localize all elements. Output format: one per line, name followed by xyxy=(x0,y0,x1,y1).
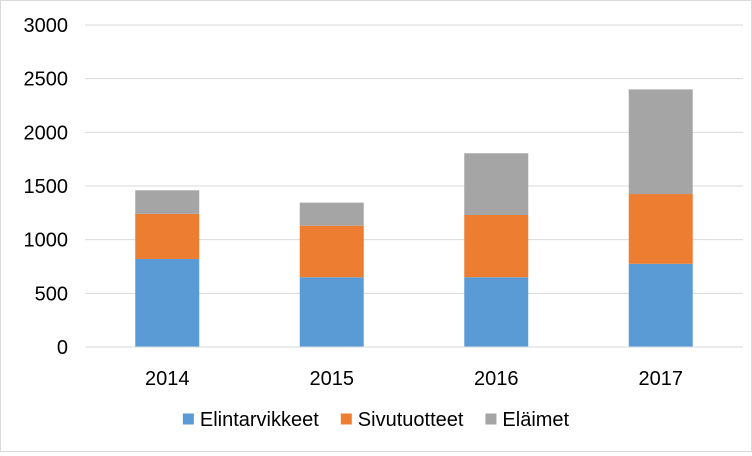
bar-sivutuotteet-2014 xyxy=(135,213,200,259)
y-tick-label: 2500 xyxy=(24,69,69,91)
bar-elintarvikkeet-2016 xyxy=(464,277,529,347)
bars xyxy=(135,89,693,347)
y-tick-label: 2000 xyxy=(24,122,69,144)
bar-sivutuotteet-2015 xyxy=(299,225,364,278)
legend-swatch-elintarvikkeet xyxy=(182,413,194,425)
y-tick-label: 500 xyxy=(35,283,68,305)
bar-eläimet-2014 xyxy=(135,190,200,214)
x-tick-label: 2015 xyxy=(310,368,355,390)
bar-sivutuotteet-2016 xyxy=(464,214,529,278)
legend-swatch-eläimet xyxy=(485,413,497,425)
bar-elintarvikkeet-2015 xyxy=(299,277,364,347)
x-tick-label: 2014 xyxy=(145,368,190,390)
bar-elintarvikkeet-2017 xyxy=(628,263,693,347)
bar-eläimet-2017 xyxy=(628,89,693,195)
legend: Elintarvikkeet Sivutuotteet Eläimet xyxy=(182,409,570,431)
bar-sivutuotteet-2017 xyxy=(628,194,693,264)
legend-label-eläimet: Eläimet xyxy=(502,409,569,431)
legend-label-elintarvikkeet: Elintarvikkeet xyxy=(200,409,319,431)
x-tick-label: 2017 xyxy=(639,368,684,390)
y-tick-label: 1000 xyxy=(24,230,69,252)
y-tick-label: 0 xyxy=(57,337,68,359)
bar-elintarvikkeet-2014 xyxy=(135,258,200,347)
legend-label-sivutuotteet: Sivutuotteet xyxy=(358,409,464,431)
y-tick-label: 1500 xyxy=(24,176,69,198)
y-tick-label: 3000 xyxy=(24,15,69,37)
bar-eläimet-2015 xyxy=(299,202,364,226)
bar-eläimet-2016 xyxy=(464,153,529,215)
axes: 0 500 1000 1500 2000 2500 3000 2014 2015 2016 2017 xyxy=(24,15,743,390)
x-tick-label: 2016 xyxy=(474,368,519,390)
legend-swatch-sivutuotteet xyxy=(340,413,352,425)
